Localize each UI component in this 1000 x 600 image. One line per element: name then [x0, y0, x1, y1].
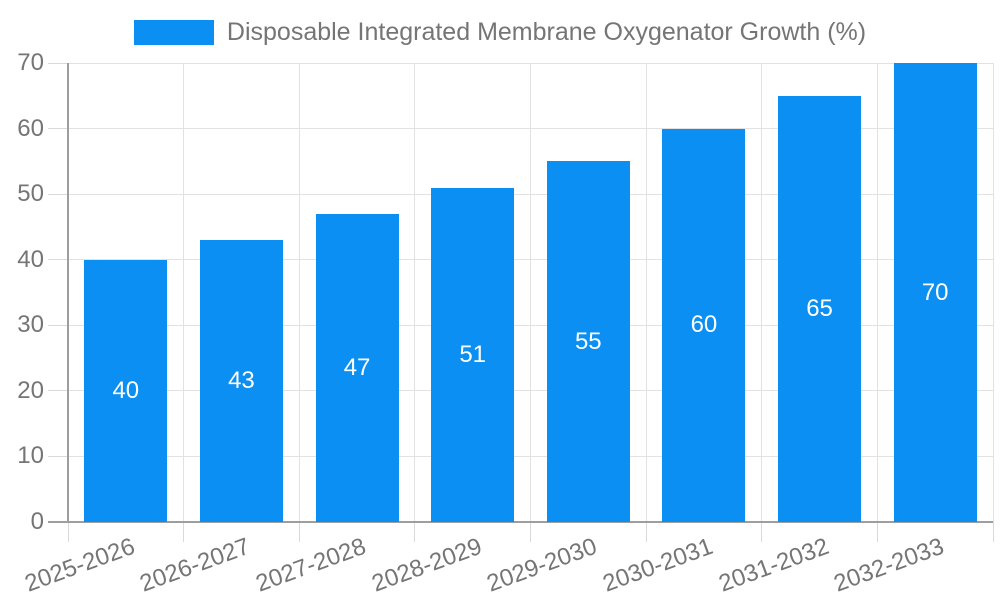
bar[interactable] — [778, 95, 862, 522]
y-axis-label: 0 — [30, 508, 44, 535]
y-axis-label: 40 — [17, 245, 44, 273]
y-axis-label: 60 — [17, 114, 44, 142]
y-axis-tick — [48, 128, 68, 130]
y-axis-tick — [48, 259, 68, 261]
x-axis-tick — [876, 522, 878, 542]
bar-value-label: 70 — [921, 278, 949, 306]
x-axis-tick — [183, 522, 185, 542]
bar-value-label: 55 — [574, 327, 602, 355]
bar-value-label: 60 — [690, 311, 718, 339]
bar[interactable] — [315, 213, 399, 522]
bar[interactable] — [893, 63, 977, 522]
y-axis-tick — [48, 324, 68, 326]
bar-value-label: 65 — [806, 294, 833, 322]
y-axis-label: 20 — [17, 376, 44, 404]
y-axis-tick — [48, 62, 68, 64]
y-axis-label: 70 — [17, 49, 44, 76]
x-axis-tick — [67, 522, 69, 542]
bar[interactable] — [199, 240, 283, 522]
bar[interactable] — [431, 187, 515, 522]
bar-value-label: 43 — [228, 367, 255, 395]
y-axis-label: 10 — [17, 442, 44, 470]
x-axis-tick — [414, 522, 416, 542]
legend-label: Disposable Integrated Membrane Oxygenato… — [226, 17, 867, 46]
bar[interactable] — [662, 128, 746, 522]
y-axis-label: 50 — [17, 180, 44, 208]
x-axis-line — [48, 521, 993, 523]
y-axis-line — [67, 63, 69, 522]
gridline-vertical — [645, 63, 647, 522]
x-axis-tick — [298, 522, 300, 542]
bar-value-label: 40 — [112, 376, 140, 404]
chart-legend[interactable]: Disposable Integrated Membrane Oxygenato… — [0, 16, 1000, 48]
x-axis-tick — [761, 522, 763, 542]
bar-value-label: 51 — [459, 340, 487, 368]
bar[interactable] — [84, 259, 168, 522]
gridline-vertical — [414, 63, 416, 522]
gridline-vertical — [876, 63, 878, 522]
y-axis-tick — [48, 390, 68, 392]
gridline-vertical — [298, 63, 300, 522]
gridline-vertical — [992, 63, 994, 522]
x-axis-tick — [992, 522, 994, 542]
gridline-vertical — [530, 63, 531, 522]
bar-value-label: 47 — [343, 353, 371, 381]
y-axis-label: 30 — [17, 311, 44, 339]
bar[interactable] — [546, 161, 630, 522]
gridline-vertical — [761, 63, 763, 522]
legend-swatch — [133, 19, 214, 45]
x-axis-tick — [530, 522, 531, 542]
y-axis-tick — [48, 455, 68, 457]
gridline-vertical — [183, 63, 185, 522]
x-axis-tick — [645, 522, 647, 542]
y-axis-tick — [48, 193, 68, 195]
